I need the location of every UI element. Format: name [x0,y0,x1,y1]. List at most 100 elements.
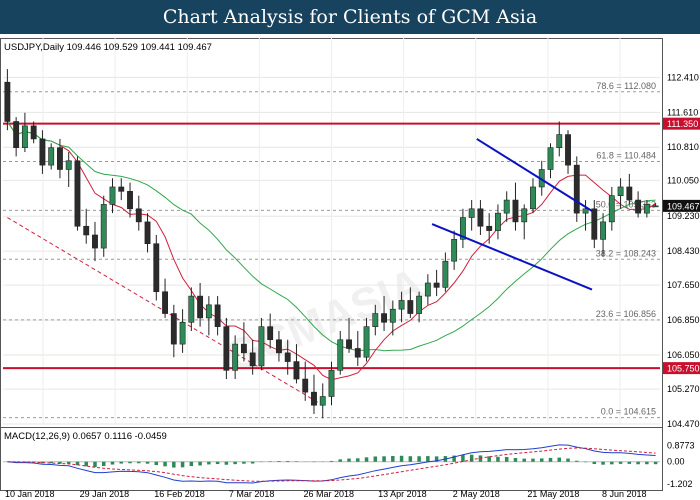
y-tick-label: 104.470 [667,419,700,429]
candle-body [197,295,204,319]
y-tick-label: 109.230 [667,211,700,221]
candle-body [127,191,133,210]
candle-body [486,225,493,231]
x-tick-label: 10 Jan 2018 [5,489,55,499]
candle-body [416,295,423,314]
candle-body [424,282,431,297]
candle-body [503,199,510,214]
candle-body [57,147,63,170]
macd-line [7,444,656,484]
level-badge-label: 111.350 [667,119,698,129]
x-tick-label: 16 Feb 2018 [154,489,205,499]
trendlines [431,138,593,291]
candle-body [582,208,589,214]
candle-body [109,186,116,205]
candle-body [39,138,46,166]
candle-body [74,160,81,227]
candle-body [293,361,300,380]
candle-body [48,147,55,166]
candle-body [617,186,624,196]
fib-label: 61.8 = 110.484 [596,150,656,160]
y-tick-label: 105.270 [667,384,700,394]
fib-label: 0.0 = 104.615 [601,407,656,417]
trendline [476,138,593,212]
candle-body [162,291,168,314]
macd-series [3,444,660,484]
y-tick-label: 106.850 [667,315,700,325]
y-tick-label: 107.650 [667,280,700,290]
candle-body [223,326,230,371]
candle-body [573,164,580,214]
level-badge-label: 105.750 [667,364,700,374]
fib-label: 50.0 = 109.363 [596,199,656,209]
candle-body [276,339,282,354]
y-tick-label: 108.430 [667,246,700,256]
candle-body [459,217,466,240]
page-title: Chart Analysis for Clients of GCM Asia [0,0,700,34]
candle-body [512,199,519,223]
y-tick-label: 106.050 [667,350,700,360]
candle-body [13,121,20,148]
candle-body [363,326,370,358]
macd-y-tick-label: 0.8773 [667,440,695,450]
candle-body [407,300,414,314]
candle-body [468,208,475,218]
y-tick-label: 110.050 [667,175,699,185]
candle-body [100,204,107,249]
candle-body [591,208,598,240]
candle-body [302,378,309,393]
candle-body [346,339,352,349]
candle-body [311,391,317,406]
grid [3,38,660,425]
candle-body [30,125,37,140]
current-price-label: 109.467 [667,201,700,211]
candle-body [433,282,440,288]
candle-body [4,81,11,122]
candle-body [240,343,247,354]
candle-body [170,313,177,345]
candle-body [477,208,484,227]
candles [4,69,659,419]
candle-body [267,326,274,341]
candle-body [319,396,326,406]
candle-body [328,370,335,397]
candle-body [249,352,256,367]
candle-body [626,186,633,201]
candle-body [389,308,396,323]
fibonacci-levels: 78.6 = 112.080 61.8 = 110.484 50.0 = 109.3… [3,81,660,419]
candle-body [284,352,291,362]
current-price-badge [663,199,700,212]
candle-body [153,243,160,293]
fib-label: 23.6 = 106.856 [596,309,656,319]
slow-ma-line [6,121,656,352]
macd-panel-title: MACD(12,26,9) 0.0657 0.1116 -0.0459 [4,431,167,442]
y-tick-label: 112.410 [667,72,699,82]
level-badge [663,362,700,375]
candle-body [398,300,405,310]
candle-body [135,208,142,223]
x-axis: 10 Jan 2018 29 Jan 2018 16 Feb 2018 7 Mar 2… [5,489,647,499]
y-axis: 112.410 111.610 110.810 110.050 109.230 108.4… [663,72,700,489]
candle-body [521,208,528,223]
macd-y-tick-label: -1.202 [667,479,693,489]
candle-body [205,304,212,319]
x-tick-label: 8 Jun 2018 [602,489,647,499]
x-tick-label: 29 Jan 2018 [80,489,130,499]
candle-body [214,304,221,327]
trendline [431,223,593,291]
fib-label: 38.2 = 108.243 [596,248,656,258]
x-tick-label: 2 May 2018 [453,489,500,499]
candle-body [643,204,650,214]
candle-body [118,186,125,192]
price-panel-title: USDJPY,Daily 109.446 109.529 109.441 109… [4,42,212,53]
candle-body [65,160,72,170]
candle-body [600,221,606,240]
candle-body [635,199,642,214]
candle-body [188,295,195,323]
y-tick-label: 111.610 [667,107,698,117]
fib-label: 78.6 = 112.080 [596,81,656,91]
candle-body [144,221,151,245]
x-tick-label: 13 Apr 2018 [378,489,427,499]
